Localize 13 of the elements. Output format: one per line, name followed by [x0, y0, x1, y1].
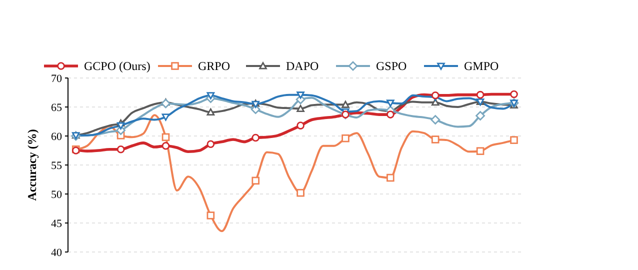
- y-tick-label: 65: [51, 102, 62, 114]
- y-axis-title: Accuracy (%): [25, 129, 39, 201]
- legend-label: GCPO (Ours): [84, 59, 150, 74]
- y-tick-label: 50: [51, 188, 62, 201]
- legend-label: DAPO: [286, 59, 320, 74]
- legend-label: GSPO: [376, 59, 408, 74]
- legend-label: GRPO: [198, 59, 230, 74]
- legend-label: GMPO: [464, 59, 500, 74]
- y-tick-label: 60: [51, 130, 62, 143]
- y-tick-label: 40: [51, 246, 62, 259]
- y-tick-label: 70: [51, 72, 62, 85]
- y-tick-label: 55: [51, 160, 62, 172]
- y-tick-label: 45: [51, 218, 62, 230]
